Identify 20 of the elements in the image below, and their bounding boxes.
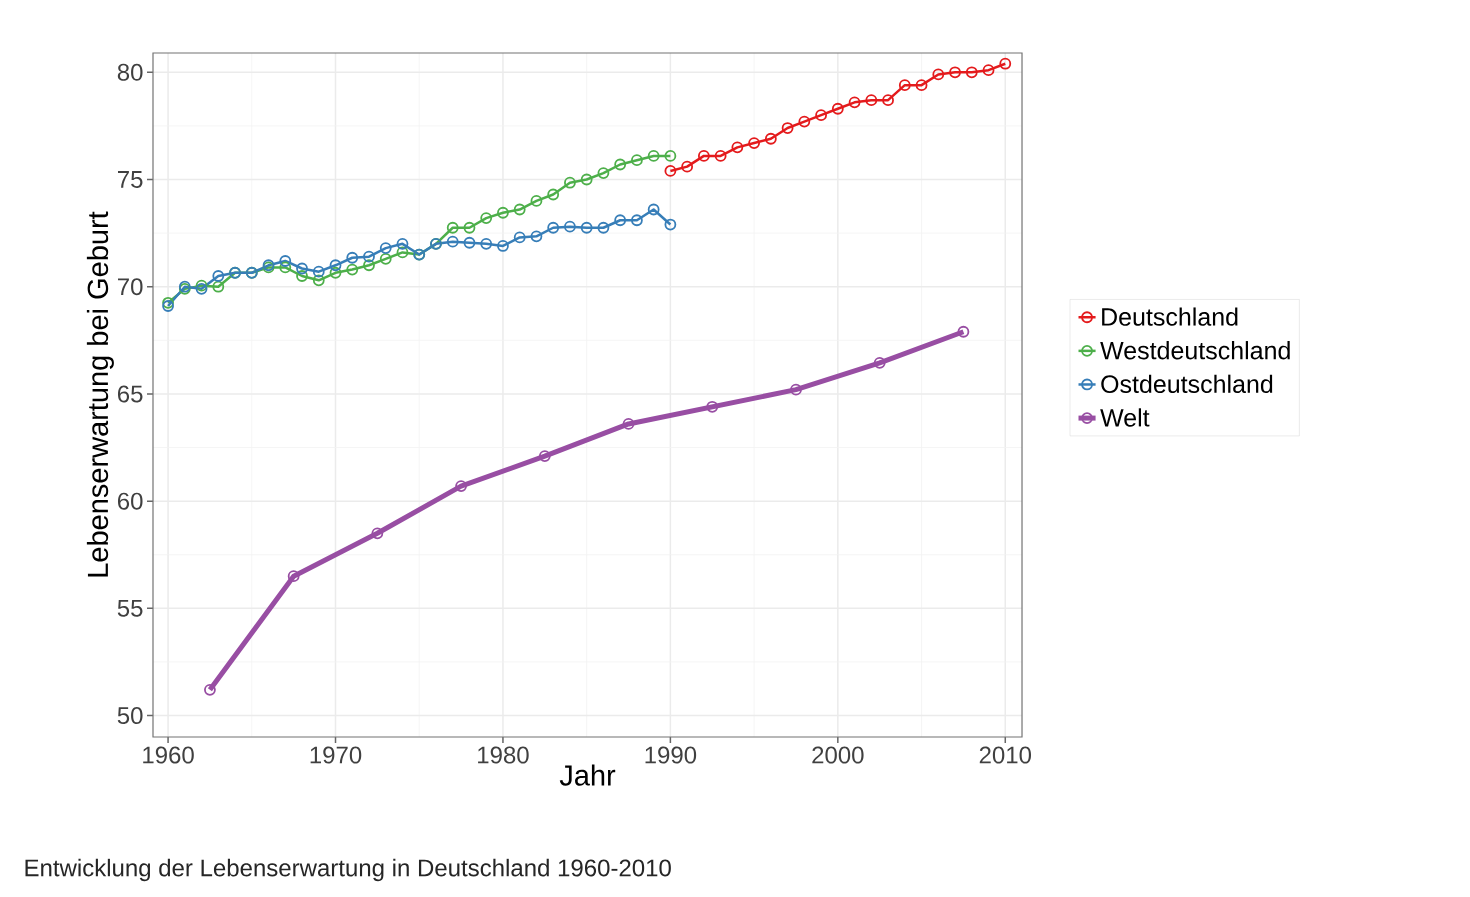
text: Entwicklung der Lebenserwartung in Deutschland 1960-2010 <box>25 858 671 882</box>
legend-label: Ostdeutschland <box>1101 374 1273 394</box>
x-tick-label: 2010 <box>979 746 1032 764</box>
x-tick-label: 2000 <box>812 746 864 764</box>
x-axis-title: Jahr <box>559 764 616 786</box>
x-tick-label: 1970 <box>310 746 362 764</box>
y-axis-title: Lebenserwartung bei Geburt <box>86 211 114 577</box>
y-tick-label: 50 <box>117 707 143 725</box>
y-tick-label: 80 <box>117 63 143 81</box>
y-tick-label: 65 <box>118 385 143 403</box>
y-tick-label: 70 <box>118 278 143 296</box>
y-tick-label: 60 <box>118 492 143 510</box>
x-tick-label: 1990 <box>645 746 697 764</box>
legend-label: Welt <box>1100 408 1150 427</box>
x-tick-label: 1960 <box>143 746 194 764</box>
x-tick-label: 1980 <box>478 746 529 764</box>
y-tick-label: 75 <box>118 171 143 188</box>
y-tick-label: 55 <box>117 599 143 617</box>
legend-label: Westdeutschland <box>1100 341 1290 360</box>
legend-label: Deutschland <box>1102 307 1238 326</box>
